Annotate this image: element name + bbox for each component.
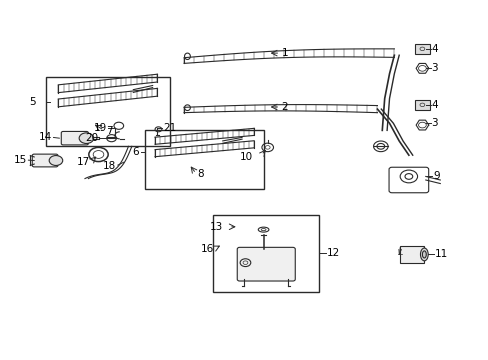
Text: 19: 19 <box>93 122 106 132</box>
Circle shape <box>79 133 94 144</box>
Text: 4: 4 <box>431 44 437 54</box>
Text: 5: 5 <box>29 97 36 107</box>
Text: 21: 21 <box>163 122 176 132</box>
Text: 11: 11 <box>434 249 447 260</box>
Bar <box>213 215 319 292</box>
Text: 13: 13 <box>209 222 223 232</box>
Text: 12: 12 <box>326 248 339 258</box>
Text: 7: 7 <box>105 126 112 136</box>
Text: 16: 16 <box>201 244 214 254</box>
Text: 2: 2 <box>281 102 288 112</box>
Bar <box>46 77 169 146</box>
Text: 10: 10 <box>240 152 253 162</box>
Text: 3: 3 <box>431 63 437 73</box>
Text: 8: 8 <box>197 169 204 179</box>
Bar <box>145 130 264 189</box>
FancyBboxPatch shape <box>237 247 295 281</box>
Bar <box>414 44 429 54</box>
Text: 17: 17 <box>77 157 90 167</box>
FancyBboxPatch shape <box>32 154 58 167</box>
Text: 15: 15 <box>14 155 27 165</box>
Text: 18: 18 <box>103 161 116 171</box>
Text: 9: 9 <box>432 171 439 181</box>
Bar <box>414 100 429 110</box>
Text: 3: 3 <box>431 118 437 128</box>
Circle shape <box>49 156 62 166</box>
Text: 20: 20 <box>85 133 98 143</box>
Text: 4: 4 <box>431 100 437 110</box>
FancyBboxPatch shape <box>61 131 88 145</box>
Text: 14: 14 <box>39 132 52 143</box>
Ellipse shape <box>422 251 426 258</box>
Text: 6: 6 <box>132 147 139 157</box>
Bar <box>399 246 424 263</box>
Ellipse shape <box>420 248 427 261</box>
Text: 1: 1 <box>281 48 288 58</box>
